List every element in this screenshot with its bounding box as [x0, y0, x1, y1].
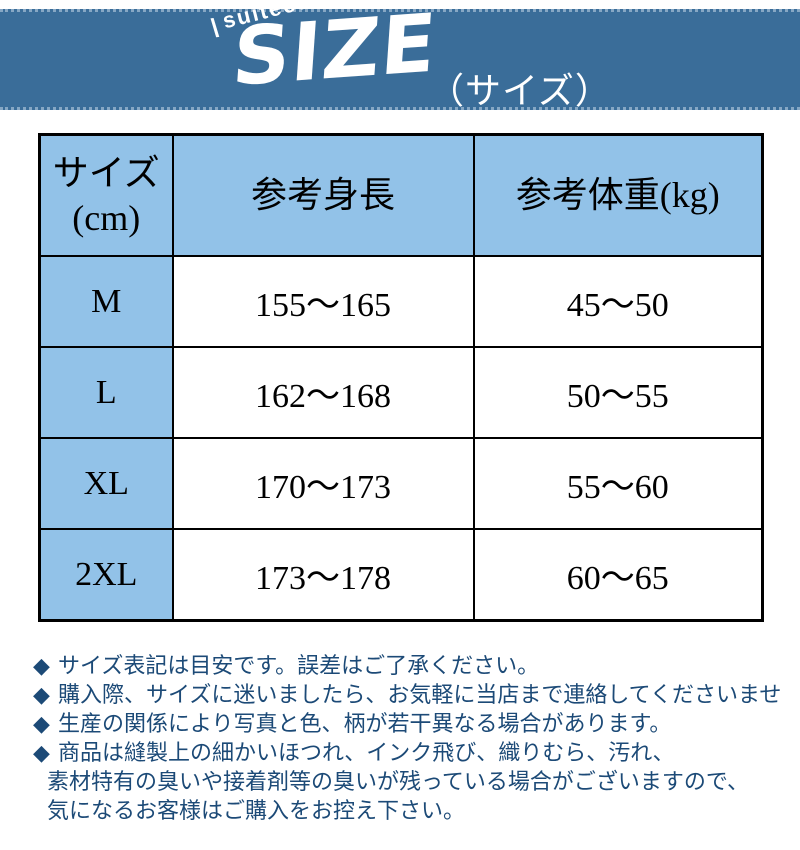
table-header-row: サイズ (cm) 参考身長 参考体重(kg): [38, 133, 764, 257]
table-row: 2XL 173〜178 60〜65: [38, 528, 764, 622]
note-line: ◆ 生産の関係により写真と色、柄が若干異なる場合があります。: [33, 709, 788, 738]
note-line: 素材特有の臭いや接着剤等の臭いが残っている場合がございますので、: [33, 767, 788, 796]
size-table: サイズ (cm) 参考身長 参考体重(kg) M 155〜165 45〜50 L…: [38, 133, 764, 622]
diamond-bullet-icon: ◆: [33, 682, 50, 707]
brand-slash-left-icon: \: [209, 12, 223, 44]
size-cell: L: [38, 346, 174, 439]
header-size-label: サイズ: [52, 152, 160, 193]
note-line: ◆ 商品は縫製上の細かいほつれ、インク飛び、織りむら、汚れ、: [33, 738, 788, 767]
note-text: 気になるお客様はご購入をお控え下さい。: [47, 798, 466, 823]
note-text: サイズ表記は目安です。誤差はご了承ください。: [58, 653, 540, 678]
height-cell: 155〜165: [171, 255, 475, 348]
note-text: 生産の関係により写真と色、柄が若干異なる場合があります。: [58, 711, 672, 736]
table-row: L 162〜168 50〜55: [38, 346, 764, 439]
banner-title: SIZE: [229, 0, 440, 105]
size-cell: M: [38, 255, 174, 348]
note-text: 素材特有の臭いや接着剤等の臭いが残っている場合がございますので、: [47, 769, 750, 794]
footer-notes: ◆ サイズ表記は目安です。誤差はご了承ください。 ◆ 購入際、サイズに迷いました…: [33, 651, 788, 825]
table-row: XL 170〜173 55〜60: [38, 437, 764, 530]
height-cell: 162〜168: [171, 346, 475, 439]
weight-cell: 55〜60: [472, 437, 764, 530]
weight-cell: 60〜65: [472, 528, 764, 622]
weight-cell: 50〜55: [472, 346, 764, 439]
diamond-bullet-icon: ◆: [33, 653, 50, 678]
header-size-cell: サイズ (cm): [38, 133, 174, 257]
header-height-cell: 参考身長: [171, 133, 475, 257]
header-weight-cell: 参考体重(kg): [472, 133, 764, 257]
height-cell: 173〜178: [171, 528, 475, 622]
diamond-bullet-icon: ◆: [33, 740, 50, 765]
size-cell: 2XL: [38, 528, 174, 622]
note-text: 商品は縫製上の細かいほつれ、インク飛び、織りむら、汚れ、: [58, 740, 675, 765]
note-text: 購入際、サイズに迷いましたら、お気軽に当店まで連絡してくださいませ: [58, 682, 782, 707]
banner-subtitle: （サイズ）: [428, 70, 612, 111]
header-size-unit: (cm): [72, 197, 141, 238]
note-line: ◆ サイズ表記は目安です。誤差はご了承ください。: [33, 651, 788, 680]
weight-cell: 45〜50: [472, 255, 764, 348]
note-line: 気になるお客様はご購入をお控え下さい。: [33, 796, 788, 825]
size-banner: \suitect/ SIZE （サイズ）: [0, 0, 800, 111]
size-cell: XL: [38, 437, 174, 530]
note-line: ◆ 購入際、サイズに迷いましたら、お気軽に当店まで連絡してくださいませ: [33, 680, 788, 709]
height-cell: 170〜173: [171, 437, 475, 530]
diamond-bullet-icon: ◆: [33, 711, 50, 736]
table-row: M 155〜165 45〜50: [38, 255, 764, 348]
